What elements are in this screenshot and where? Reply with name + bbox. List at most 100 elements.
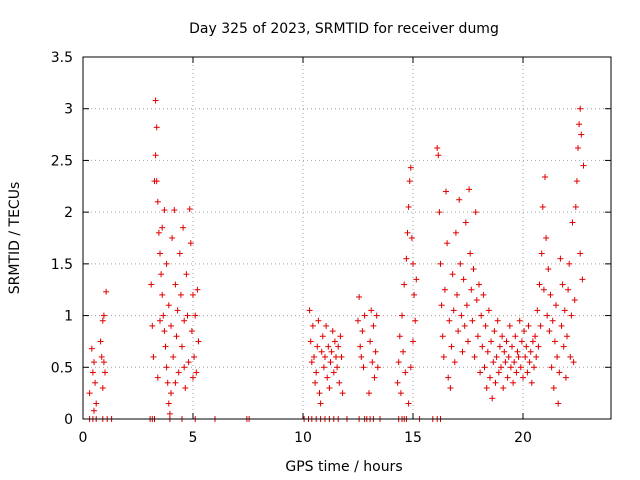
data-point [569,219,576,226]
data-point [164,379,171,386]
data-point [465,338,471,345]
y-tick-label: 3 [64,102,73,118]
data-point [495,369,502,376]
data-point [368,307,375,314]
data-point [192,312,199,319]
data-point [174,307,181,314]
y-tick-label: 0.5 [51,360,73,376]
data-point [103,288,110,295]
data-point [435,152,442,159]
data-point [502,359,509,366]
data-point [176,250,183,257]
data-point [412,317,419,324]
data-point [457,260,464,267]
data-point [170,353,177,360]
data-point [529,338,536,345]
data-point [397,390,404,397]
y-tick-label: 1 [64,309,73,325]
data-point [467,250,474,257]
data-point [407,164,414,171]
data-point [572,203,579,210]
y-tick-label: 2.5 [51,153,73,169]
data-point [576,121,583,128]
data-point [149,322,156,329]
chart-title: Day 325 of 2023, SRMTID for receiver dum… [189,21,499,37]
x-tick-label: 20 [514,430,532,446]
data-point [369,359,376,366]
data-point [93,400,100,407]
data-point [437,260,444,267]
data-point [371,374,378,381]
data-point [463,302,470,309]
data-point [471,353,478,360]
data-point [568,312,575,319]
data-point [361,312,368,319]
data-point [399,312,405,319]
data-point [565,286,572,293]
data-point [360,364,367,371]
data-point [320,364,327,371]
data-point [313,369,320,376]
data-point [460,276,467,283]
y-tick-label: 0 [64,412,73,428]
x-tick-label: 5 [189,430,198,446]
data-point [405,203,412,210]
data-point [180,224,187,231]
data-point [324,374,331,381]
data-point [535,343,542,350]
data-point [484,348,491,355]
data-point [492,379,499,386]
data-point [311,353,317,360]
data-point [470,266,477,273]
data-point [440,353,447,360]
data-point [566,260,573,267]
data-point [102,369,108,376]
data-point [333,353,339,360]
data-point [500,384,507,391]
data-point [411,291,418,298]
data-point [546,328,553,335]
data-point [165,400,172,407]
data-point [306,307,313,314]
data-point [337,333,344,340]
data-point [510,379,517,386]
y-tick-label: 3.5 [51,50,73,66]
data-point [515,353,522,360]
data-point [527,348,534,355]
data-point [474,333,481,340]
data-point [408,235,415,241]
data-point [359,328,366,335]
data-point [514,348,521,355]
data-point [161,328,168,335]
plot-frame [82,56,612,420]
data-point [88,345,95,352]
data-point [325,343,332,350]
data-point [476,281,482,288]
data-point [562,374,569,381]
data-point [323,322,330,329]
data-point [491,328,498,335]
data-point [318,348,325,355]
data-point [172,379,179,386]
data-point [577,250,584,257]
data-point [309,322,316,329]
data-points [86,97,587,422]
data-point [534,307,541,314]
data-point [494,317,501,324]
data-point [190,374,196,381]
data-point [327,359,334,366]
data-point [472,209,479,216]
data-point [91,407,97,414]
data-point [406,178,413,185]
x-tick-label: 15 [404,430,422,446]
data-point [556,369,563,376]
data-point [564,333,570,340]
data-point [455,328,462,335]
grid-lines [83,57,611,419]
data-point [92,379,99,386]
data-point [543,235,550,241]
data-point [403,255,410,262]
data-point [152,152,159,159]
axis-ticks [82,56,611,420]
data-point [538,250,545,257]
